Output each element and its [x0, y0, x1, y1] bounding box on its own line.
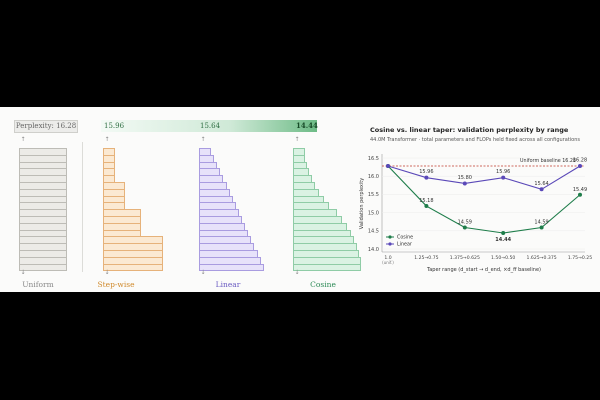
x-tick-label: 1.75→0.25: [568, 255, 592, 261]
baseline-label: Uniform baseline 16.28: [520, 158, 576, 164]
data-point-cosine: [501, 230, 506, 235]
y-axis-label: Validation perplexity: [359, 178, 365, 229]
layer-bar: [199, 263, 264, 272]
data-point-linear: [386, 164, 390, 169]
down-arrow-icon: ↓: [104, 269, 110, 276]
up-arrow-icon: ↑: [20, 136, 26, 143]
legend-marker: [388, 242, 392, 246]
data-point-linear: [578, 164, 582, 169]
down-arrow-icon: ↓: [200, 269, 206, 276]
data-point-linear: [424, 175, 429, 180]
gradient-value-cosine: 14.44: [296, 121, 318, 130]
y-tick-label: 14.5: [368, 229, 379, 235]
gradient-value-linear: 15.64: [200, 122, 221, 130]
data-label: 15.64: [534, 181, 548, 187]
up-arrow-icon: ↑: [294, 136, 300, 143]
legend-label: Cosine: [397, 235, 413, 241]
data-point-cosine: [578, 192, 582, 197]
x-tick-label: 1.25→0.75: [414, 255, 438, 261]
data-label: 16.28: [573, 158, 587, 164]
data-label: 15.96: [419, 169, 433, 175]
data-label: 14.59: [458, 220, 472, 226]
down-arrow-icon: ↓: [294, 269, 300, 276]
column-label-linear: Linear: [215, 280, 241, 289]
chart-title: Cosine vs. linear taper: validation perp…: [370, 126, 569, 134]
data-label: 15.96: [496, 169, 510, 175]
column-label-step-wise: Step-wise: [97, 280, 135, 289]
data-label: 15.49: [573, 187, 587, 193]
data-label: 15.80: [458, 175, 472, 181]
data-point-cosine: [462, 225, 467, 230]
x-tick-label: 1.625→0.375: [527, 255, 557, 261]
x-axis-label: Taper range (d_start → d_end, ×d_ff base…: [426, 267, 541, 273]
perplexity-label: Perplexity: 16.28: [14, 120, 78, 133]
data-point-cosine: [424, 204, 429, 209]
panel-divider: [82, 142, 83, 272]
perplexity-gradient-bar: [101, 120, 317, 132]
data-point-linear: [539, 187, 544, 192]
y-tick-label: 14.0: [368, 247, 379, 253]
x-tick-sublabel: (unif.): [382, 260, 394, 265]
x-tick-label: 1.50→0.50: [491, 255, 515, 261]
up-arrow-icon: ↑: [200, 136, 206, 143]
data-point-linear: [462, 181, 467, 186]
y-tick-label: 16.5: [368, 156, 379, 162]
x-tick-label: 1.0: [384, 255, 391, 261]
y-tick-label: 15.0: [368, 210, 379, 216]
data-point-cosine: [539, 225, 544, 230]
legend-marker: [388, 235, 392, 239]
up-arrow-icon: ↑: [104, 136, 110, 143]
x-tick-label: 1.375→0.625: [450, 255, 480, 261]
data-label: 15.18: [419, 198, 433, 204]
chart-subtitle: 44.0M Transformer · total parameters and…: [370, 137, 580, 143]
column-label-uniform: Uniform: [22, 280, 54, 289]
layer-bar: [103, 263, 163, 272]
data-label: 14.44: [495, 237, 511, 243]
y-tick-label: 15.5: [368, 192, 379, 198]
series-line-cosine: [387, 165, 581, 234]
layer-bar: [293, 263, 361, 272]
series-line-linear: [387, 165, 581, 190]
data-label: 14.59: [534, 220, 548, 226]
column-label-cosine: Cosine: [310, 280, 336, 289]
y-tick-label: 16.0: [368, 174, 379, 180]
layer-bar: [19, 263, 67, 272]
legend-label: Linear: [397, 242, 412, 248]
data-point-linear: [501, 175, 506, 180]
down-arrow-icon: ↓: [20, 269, 26, 276]
gradient-value-step: 15.96: [104, 122, 125, 130]
